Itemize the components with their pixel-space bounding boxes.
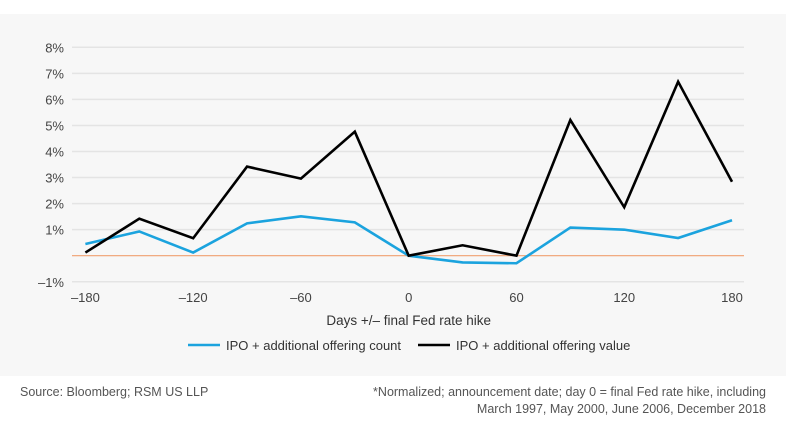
y-tick-label: 1% [45, 223, 64, 238]
x-tick-label: 180 [721, 290, 743, 305]
y-tick-label: 5% [45, 118, 64, 133]
x-tick-label: –120 [179, 290, 208, 305]
legend-label: IPO + additional offering count [226, 338, 401, 353]
chart-panel [0, 14, 786, 376]
x-tick-label: 120 [613, 290, 635, 305]
footnote-line-2: March 1997, May 2000, June 2006, Decembe… [476, 402, 766, 416]
y-tick-label: 2% [45, 197, 64, 212]
legend-label: IPO + additional offering value [456, 338, 630, 353]
x-tick-label: –180 [71, 290, 100, 305]
footnote-line-1: *Normalized; announcement date; day 0 = … [373, 385, 766, 399]
x-tick-label: –60 [290, 290, 312, 305]
y-tick-label: –1% [38, 275, 64, 290]
x-axis-label: Days +/– final Fed rate hike [326, 313, 491, 328]
x-tick-label: 0 [405, 290, 412, 305]
y-tick-label: 3% [45, 171, 64, 186]
x-tick-label: 60 [509, 290, 523, 305]
y-tick-label: 6% [45, 92, 64, 107]
y-tick-label: 8% [45, 40, 64, 55]
y-tick-label: 4% [45, 145, 64, 160]
y-tick-label: 7% [45, 66, 64, 81]
source-text: Source: Bloomberg; RSM US LLP [20, 385, 209, 399]
